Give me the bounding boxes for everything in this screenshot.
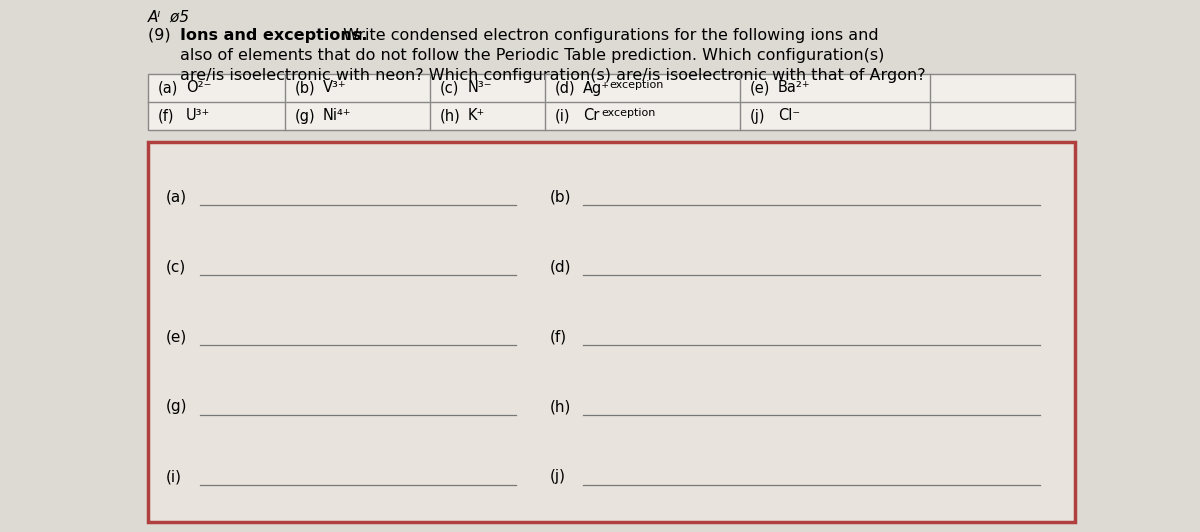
Text: (9): (9) [148,28,175,43]
Text: (b): (b) [295,80,316,96]
Text: Ag⁺: Ag⁺ [583,80,610,96]
Text: (i): (i) [554,109,570,123]
Text: (d): (d) [550,260,571,275]
Text: Cr: Cr [583,109,599,123]
Text: Ni⁴⁺: Ni⁴⁺ [323,109,352,123]
Text: (h): (h) [440,109,461,123]
Text: Aᴵ  ø5: Aᴵ ø5 [148,10,190,25]
Text: (f): (f) [158,109,174,123]
Text: Cl⁻: Cl⁻ [778,109,800,123]
Text: (e): (e) [166,329,187,345]
Text: (g): (g) [166,400,187,414]
Text: (a): (a) [166,189,187,204]
Bar [148,142,1075,522]
Bar [148,74,1075,130]
Text: also of elements that do not follow the Periodic Table prediction. Which configu: also of elements that do not follow the … [180,48,884,63]
Text: N³⁻: N³⁻ [468,80,492,96]
Text: (b): (b) [550,189,571,204]
Text: exception: exception [610,80,664,90]
Text: (i): (i) [166,470,182,485]
Text: (e): (e) [750,80,770,96]
Text: exception: exception [601,108,655,118]
Text: Ions and exceptions.: Ions and exceptions. [180,28,367,43]
Text: K⁺: K⁺ [468,109,485,123]
Text: O²⁻: O²⁻ [186,80,211,96]
Text: (c): (c) [166,260,186,275]
Text: (j): (j) [750,109,766,123]
Text: (f): (f) [550,329,568,345]
Text: Ba²⁺: Ba²⁺ [778,80,811,96]
Text: (j): (j) [550,470,566,485]
Text: (a): (a) [158,80,179,96]
Text: (h): (h) [550,400,571,414]
Text: Write condensed electron configurations for the following ions and: Write condensed electron configurations … [338,28,878,43]
Text: (c): (c) [440,80,460,96]
Text: (g): (g) [295,109,316,123]
Text: U³⁺: U³⁺ [186,109,210,123]
Text: are/is isoelectronic with neon? Which configuration(s) are/is isoelectronic with: are/is isoelectronic with neon? Which co… [180,68,925,83]
Text: V³⁺: V³⁺ [323,80,347,96]
Text: (d): (d) [554,80,576,96]
